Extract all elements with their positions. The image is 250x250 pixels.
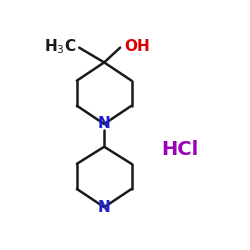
Text: HCl: HCl	[161, 140, 198, 158]
Text: N: N	[98, 200, 110, 215]
Text: H$_3$C: H$_3$C	[44, 37, 76, 56]
Text: OH: OH	[124, 39, 150, 54]
Text: N: N	[98, 116, 110, 132]
